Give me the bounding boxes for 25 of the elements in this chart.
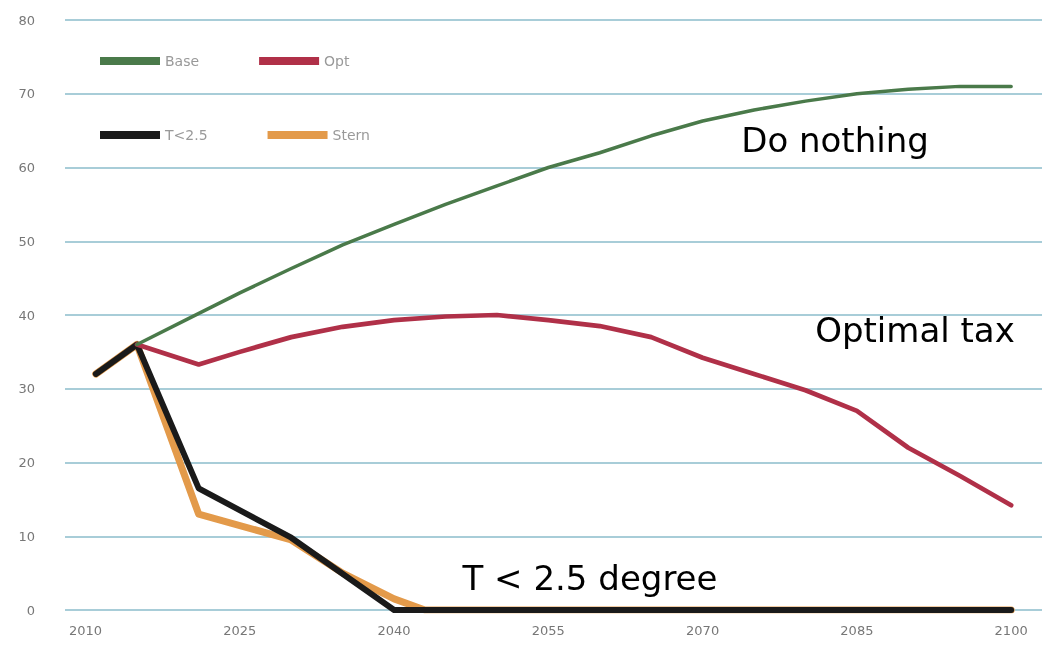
y-tick-label: 0 bbox=[26, 602, 35, 618]
y-tick-label: 40 bbox=[18, 307, 35, 323]
x-tick-label: 2070 bbox=[686, 623, 720, 638]
y-tick-label: 80 bbox=[18, 12, 35, 28]
legend-label: Base bbox=[165, 53, 200, 69]
y-tick-label: 70 bbox=[18, 86, 35, 102]
x-tick-label: 2055 bbox=[531, 623, 565, 638]
y-tick-label: 20 bbox=[18, 455, 35, 470]
x-tick-label: 2100 bbox=[994, 623, 1028, 638]
y-tick-label: 10 bbox=[18, 528, 35, 544]
x-tick-label: 2085 bbox=[840, 623, 874, 638]
legend-label: Opt bbox=[324, 53, 350, 69]
x-tick-label: 2010 bbox=[69, 623, 103, 638]
y-tick-label: 30 bbox=[18, 381, 35, 397]
x-tick-label: 2025 bbox=[223, 623, 257, 638]
annotation: Optimal tax bbox=[815, 310, 1015, 350]
annotation: T < 2.5 degree bbox=[461, 558, 718, 598]
y-tick-label: 50 bbox=[18, 233, 35, 249]
line-series bbox=[134, 312, 1014, 508]
line-series bbox=[135, 84, 1013, 347]
legend-label: T<2.5 bbox=[164, 127, 208, 143]
y-tick-label: 60 bbox=[18, 160, 35, 175]
annotation: Do nothing bbox=[741, 120, 929, 160]
legend-label: Stern bbox=[332, 127, 370, 143]
x-tick-label: 2040 bbox=[377, 623, 411, 638]
